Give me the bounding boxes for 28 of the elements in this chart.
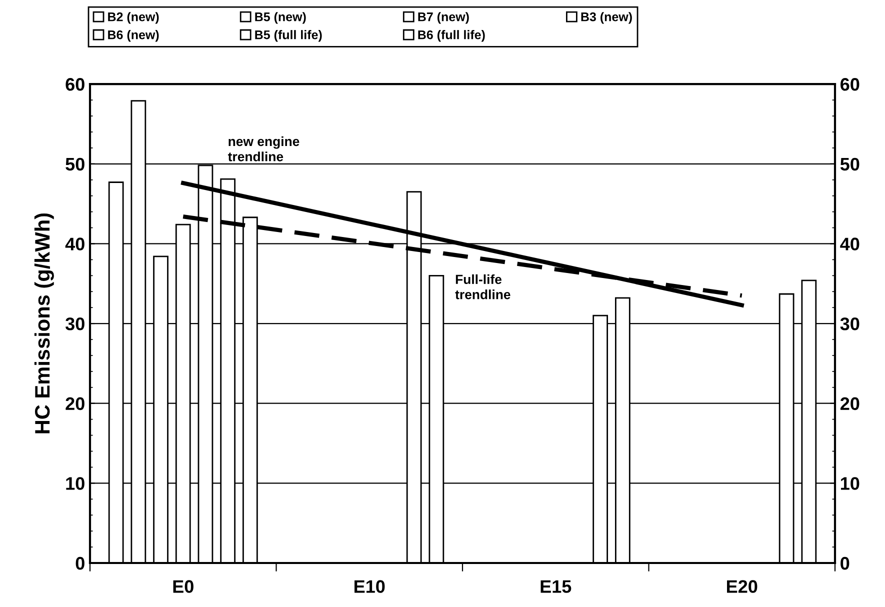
x-tick-label: E0 [173,580,194,593]
annotation: new engine trendline [228,136,300,162]
legend-label: B6 (new) [108,30,159,42]
legend-label: B5 (new) [255,12,306,24]
y2-tick-label: 0 [840,556,850,570]
x-tick-label: E10 [354,580,385,593]
y2-tick-label: 50 [840,158,860,171]
legend-label: B3 (new) [581,12,632,24]
y-tick-label: 10 [66,477,84,490]
y-tick-label: 20 [66,397,84,410]
y-tick-label: 60 [66,78,84,91]
y-tick-label: 50 [66,158,84,171]
y2-tick-label: 10 [840,477,860,490]
annotation: Full-life trendline [455,274,510,300]
y-tick-label: 30 [65,317,84,330]
y2-tick-label: 40 [840,238,860,250]
y-tick-label: 40 [65,238,84,250]
y2-tick-label: 20 [840,397,860,410]
legend-label: B7 (new) [418,12,469,24]
y2-tick-label: 30 [840,317,860,330]
legend-label: B6 (full life) [418,30,485,42]
x-tick-label: E20 [727,580,758,593]
legend-label: B2 (new) [108,12,159,24]
y-axis-title: HC Emissions (g/kWh) [34,213,54,434]
y2-tick-label: 60 [840,78,860,91]
x-tick-label: E15 [540,580,572,593]
y-tick-label: 0 [76,556,84,570]
legend-label: B5 (full life) [255,30,322,42]
